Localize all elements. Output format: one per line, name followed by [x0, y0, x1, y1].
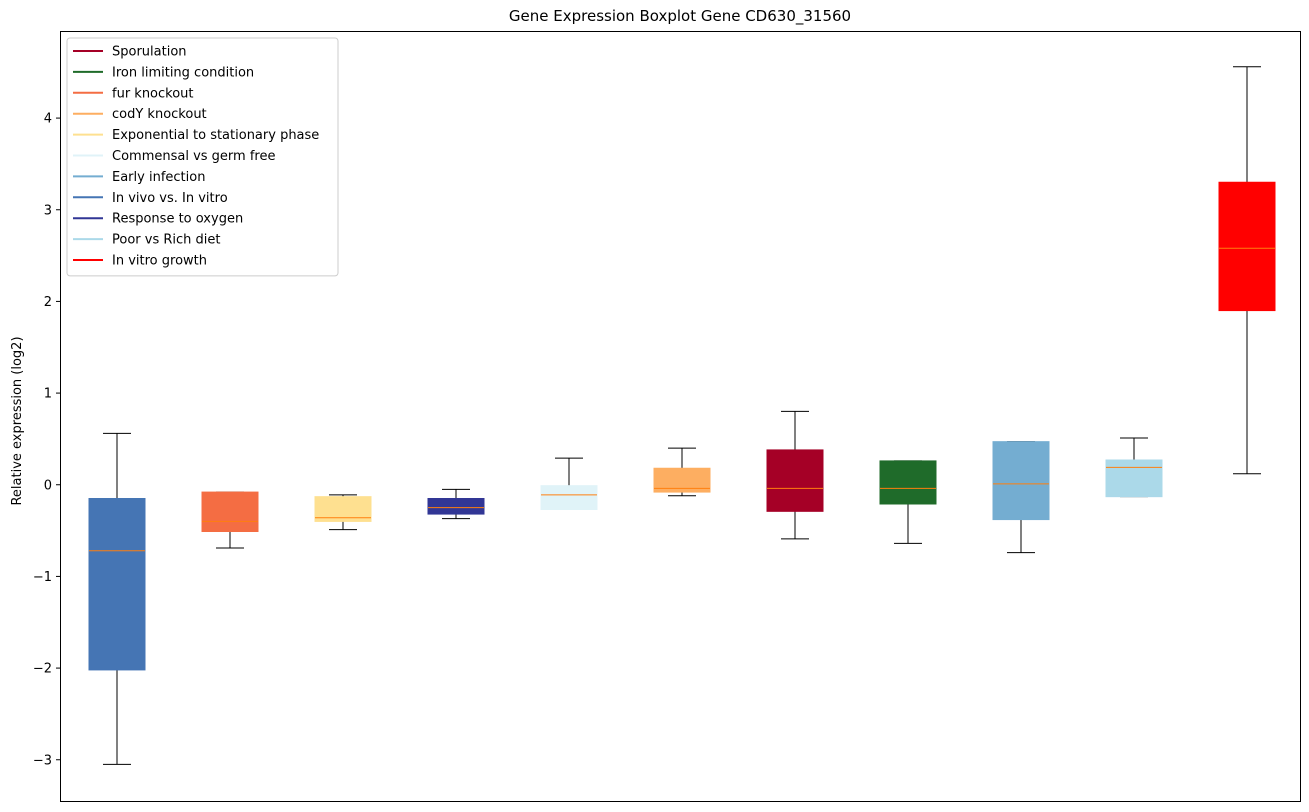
box-group — [314, 494, 372, 531]
boxes-group — [88, 66, 1276, 765]
y-tick-label: 0 — [44, 478, 52, 493]
legend-label: In vivo vs. In vitro — [112, 191, 228, 206]
legend-label: In vitro growth — [112, 254, 207, 269]
y-tick-label: 3 — [44, 203, 52, 218]
box-group — [427, 488, 485, 520]
y-tick-label: 2 — [44, 295, 52, 310]
legend-label: Early infection — [112, 170, 205, 185]
y-tick-label: −1 — [33, 570, 52, 585]
box-group — [540, 457, 598, 510]
box-group — [201, 491, 259, 549]
box-iqr — [201, 491, 259, 533]
box-group — [992, 441, 1050, 554]
box-iqr — [879, 460, 937, 505]
legend-label: Exponential to stationary phase — [112, 128, 319, 143]
chart-title: Gene Expression Boxplot Gene CD630_31560 — [509, 7, 851, 26]
box-iqr — [88, 498, 146, 671]
y-tick-label: −3 — [33, 753, 52, 768]
legend-label: Iron limiting condition — [112, 65, 254, 80]
legend-label: Sporulation — [112, 45, 187, 60]
legend-label: Response to oxygen — [112, 212, 243, 227]
box-iqr — [766, 449, 824, 512]
legend: Sporulation Iron limiting condition fur kn… — [66, 37, 339, 277]
box-group — [88, 432, 146, 765]
box-iqr — [1218, 181, 1276, 312]
legend-label: fur knockout — [112, 86, 194, 101]
box-group — [1218, 66, 1276, 475]
box-iqr — [653, 467, 711, 493]
box-iqr — [992, 441, 1050, 521]
y-axis: −3 −2 −1 0 1 2 3 4 — [33, 112, 60, 768]
plot-frame — [60, 31, 1301, 802]
y-tick-label: 4 — [44, 112, 52, 127]
legend-label: codY knockout — [112, 107, 207, 122]
legend-label: Commensal vs germ free — [112, 149, 275, 164]
y-axis-label: Relative expression (log2) — [10, 336, 25, 505]
box-group — [653, 447, 711, 497]
box-group — [879, 460, 937, 544]
y-tick-label: 1 — [44, 387, 52, 402]
legend-frame — [66, 37, 339, 277]
box-group — [1105, 437, 1163, 498]
box-iqr — [540, 485, 598, 510]
box-iqr — [427, 498, 485, 515]
y-tick-label: −2 — [33, 662, 52, 677]
box-iqr — [1105, 459, 1163, 498]
box-group — [766, 410, 824, 540]
legend-label: Poor vs Rich diet — [112, 233, 220, 248]
